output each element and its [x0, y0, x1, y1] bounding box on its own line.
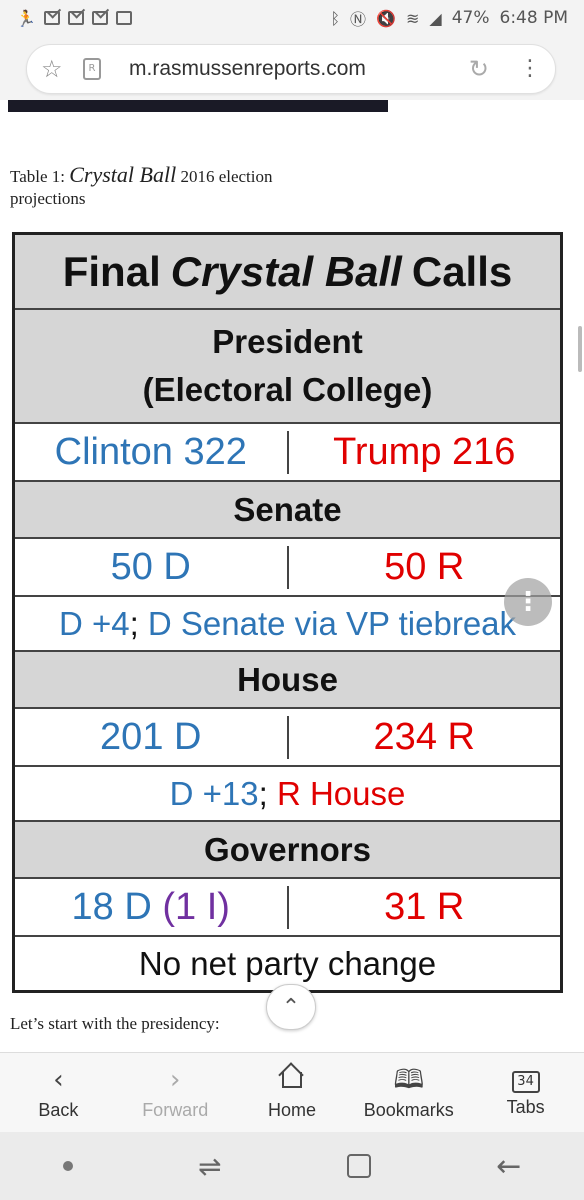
house-note: D +13; R House [15, 775, 560, 813]
article-paragraph: Let’s start with the presidency: [10, 1014, 220, 1033]
mute-icon: 🔇 [376, 8, 396, 28]
house-header: House [237, 660, 338, 698]
home-label: Home [267, 1100, 316, 1120]
senate-note: D +4; D Senate via VP tiebreak [15, 605, 560, 643]
house-row: 201 D 234 R [15, 707, 560, 765]
more-options-icon[interactable]: ⋮ [519, 56, 541, 81]
house-dem-cell: 201 D [100, 715, 202, 758]
status-bar: 🏃 ᛒ Ⓝ 🔇 ≋ ◢ 47% 6:48 PM [0, 0, 584, 36]
senate-dem-cell: 50 D [110, 545, 191, 588]
president-header-line1: President [212, 323, 363, 360]
tabs-button[interactable]: 34 Tabs [467, 1053, 584, 1132]
senate-note-part1: D +4 [58, 604, 130, 642]
system-icons: ᛒ Ⓝ 🔇 ≋ ◢ 47% 6:48 PM [330, 6, 568, 30]
home-square-icon[interactable] [346, 1154, 371, 1178]
house-note-row: D +13; R House [15, 765, 560, 820]
clock: 6:48 PM [499, 8, 569, 28]
running-figure-icon: 🏃 [16, 8, 36, 28]
table-title-row: Final Crystal Ball Calls [15, 235, 560, 308]
notification-icons: 🏃 [16, 9, 132, 28]
star-bookmark-icon[interactable]: ☆ [41, 55, 63, 83]
chevron-right-icon: › [169, 1065, 181, 1095]
back-arrow-icon[interactable]: ← [496, 1148, 522, 1184]
caption-suffix: 2016 election projections [10, 167, 273, 208]
book-icon: 🕮 [393, 1065, 425, 1095]
senate-rep-cell: 50 R [286, 545, 561, 589]
president-header-line2: (Electoral College) [142, 371, 433, 408]
governors-row: 18 D (1 I) 31 R [15, 877, 560, 935]
reader-mode-icon[interactable]: R [83, 58, 101, 80]
governors-note-row: No net party change [15, 935, 560, 990]
governors-header-row: Governors [15, 820, 560, 877]
house-rep-cell: 234 R [286, 715, 561, 759]
system-nav-bar: ⇌ ← [0, 1132, 584, 1200]
title-part2: Calls [411, 247, 513, 295]
browser-bottom-toolbar: ‹ Back › Forward Home 🕮 Bookmarks 34 Tab… [0, 1052, 584, 1132]
senate-note-row: D +4; D Senate via VP tiebreak [15, 595, 560, 650]
senate-header: Senate [233, 490, 342, 528]
governors-note: No net party change [138, 944, 437, 982]
title-part1: Final [62, 247, 161, 295]
address-bar[interactable]: ☆ R m.rasmussenreports.com ↻ ⋮ [26, 44, 556, 94]
governors-dem-cell: 18 D (1 I) [15, 886, 287, 929]
caption-prefix: Table 1: [10, 167, 70, 186]
senate-row: 50 D 50 R [15, 537, 560, 595]
tabs-icon: 34 [511, 1071, 540, 1093]
house-note-separator: ; [258, 774, 268, 812]
president-rep-cell: Trump 216 [286, 430, 561, 474]
senate-note-part2: D Senate via VP tiebreak [138, 604, 517, 642]
president-row: Clinton 322 Trump 216 [15, 422, 560, 480]
house-note-part2: R House [267, 774, 406, 812]
url-text[interactable]: m.rasmussenreports.com [129, 57, 366, 80]
senate-header-row: Senate [15, 480, 560, 537]
forward-label: Forward [142, 1100, 209, 1120]
scroll-to-top-icon[interactable]: ⌃ [266, 984, 316, 1030]
back-button[interactable]: ‹ Back [0, 1053, 117, 1132]
mail-icon [67, 11, 84, 25]
crystal-ball-table: Final Crystal Ball Calls President (Elec… [12, 232, 563, 993]
article-image [8, 100, 388, 112]
title-italic: Crystal Ball [170, 247, 402, 295]
wifi-icon: ≋ [405, 8, 420, 28]
bluetooth-icon: ᛒ [330, 8, 341, 28]
caption-italic: Crystal Ball [69, 162, 177, 187]
table-caption: Table 1: Crystal Ball 2016 election proj… [10, 164, 350, 210]
signal-icon: ◢ [429, 8, 442, 28]
governors-ind-count: (1 I) [162, 885, 230, 928]
tabs-label: Tabs [506, 1097, 545, 1117]
reload-icon[interactable]: ↻ [468, 55, 489, 83]
page-scrollbar[interactable] [578, 326, 582, 372]
governors-header: Governors [204, 830, 371, 868]
mail-icon [91, 11, 108, 25]
mail-icon [43, 11, 60, 25]
home-button[interactable]: Home [234, 1053, 351, 1132]
floating-more-icon[interactable]: ⋮ [504, 578, 552, 626]
chevron-left-icon: ‹ [53, 1065, 64, 1095]
nfc-icon: Ⓝ [350, 10, 367, 29]
governors-dem-count: 18 D [71, 885, 163, 928]
president-header: President (Electoral College) [15, 310, 560, 422]
forward-button[interactable]: › Forward [117, 1053, 234, 1132]
senate-note-separator: ; [129, 604, 139, 642]
house-note-part1: D +13 [169, 774, 259, 812]
president-dem-cell: Clinton 322 [54, 430, 247, 473]
back-label: Back [38, 1100, 79, 1120]
bookmarks-button[interactable]: 🕮 Bookmarks [350, 1053, 467, 1132]
home-icon [279, 1064, 305, 1096]
house-header-row: House [15, 650, 560, 707]
table-title: Final Crystal Ball Calls [15, 248, 560, 296]
browser-toolbar: ☆ R m.rasmussenreports.com ↻ ⋮ [0, 36, 584, 100]
assistant-dot-icon[interactable] [62, 1161, 73, 1171]
bookmarks-label: Bookmarks [363, 1100, 454, 1120]
battery-percent: 47% [451, 8, 490, 28]
governors-rep-cell: 31 R [286, 885, 561, 929]
president-header-row: President (Electoral College) [15, 308, 560, 422]
recent-apps-icon[interactable]: ⇌ [198, 1149, 222, 1183]
image-icon [115, 11, 132, 25]
